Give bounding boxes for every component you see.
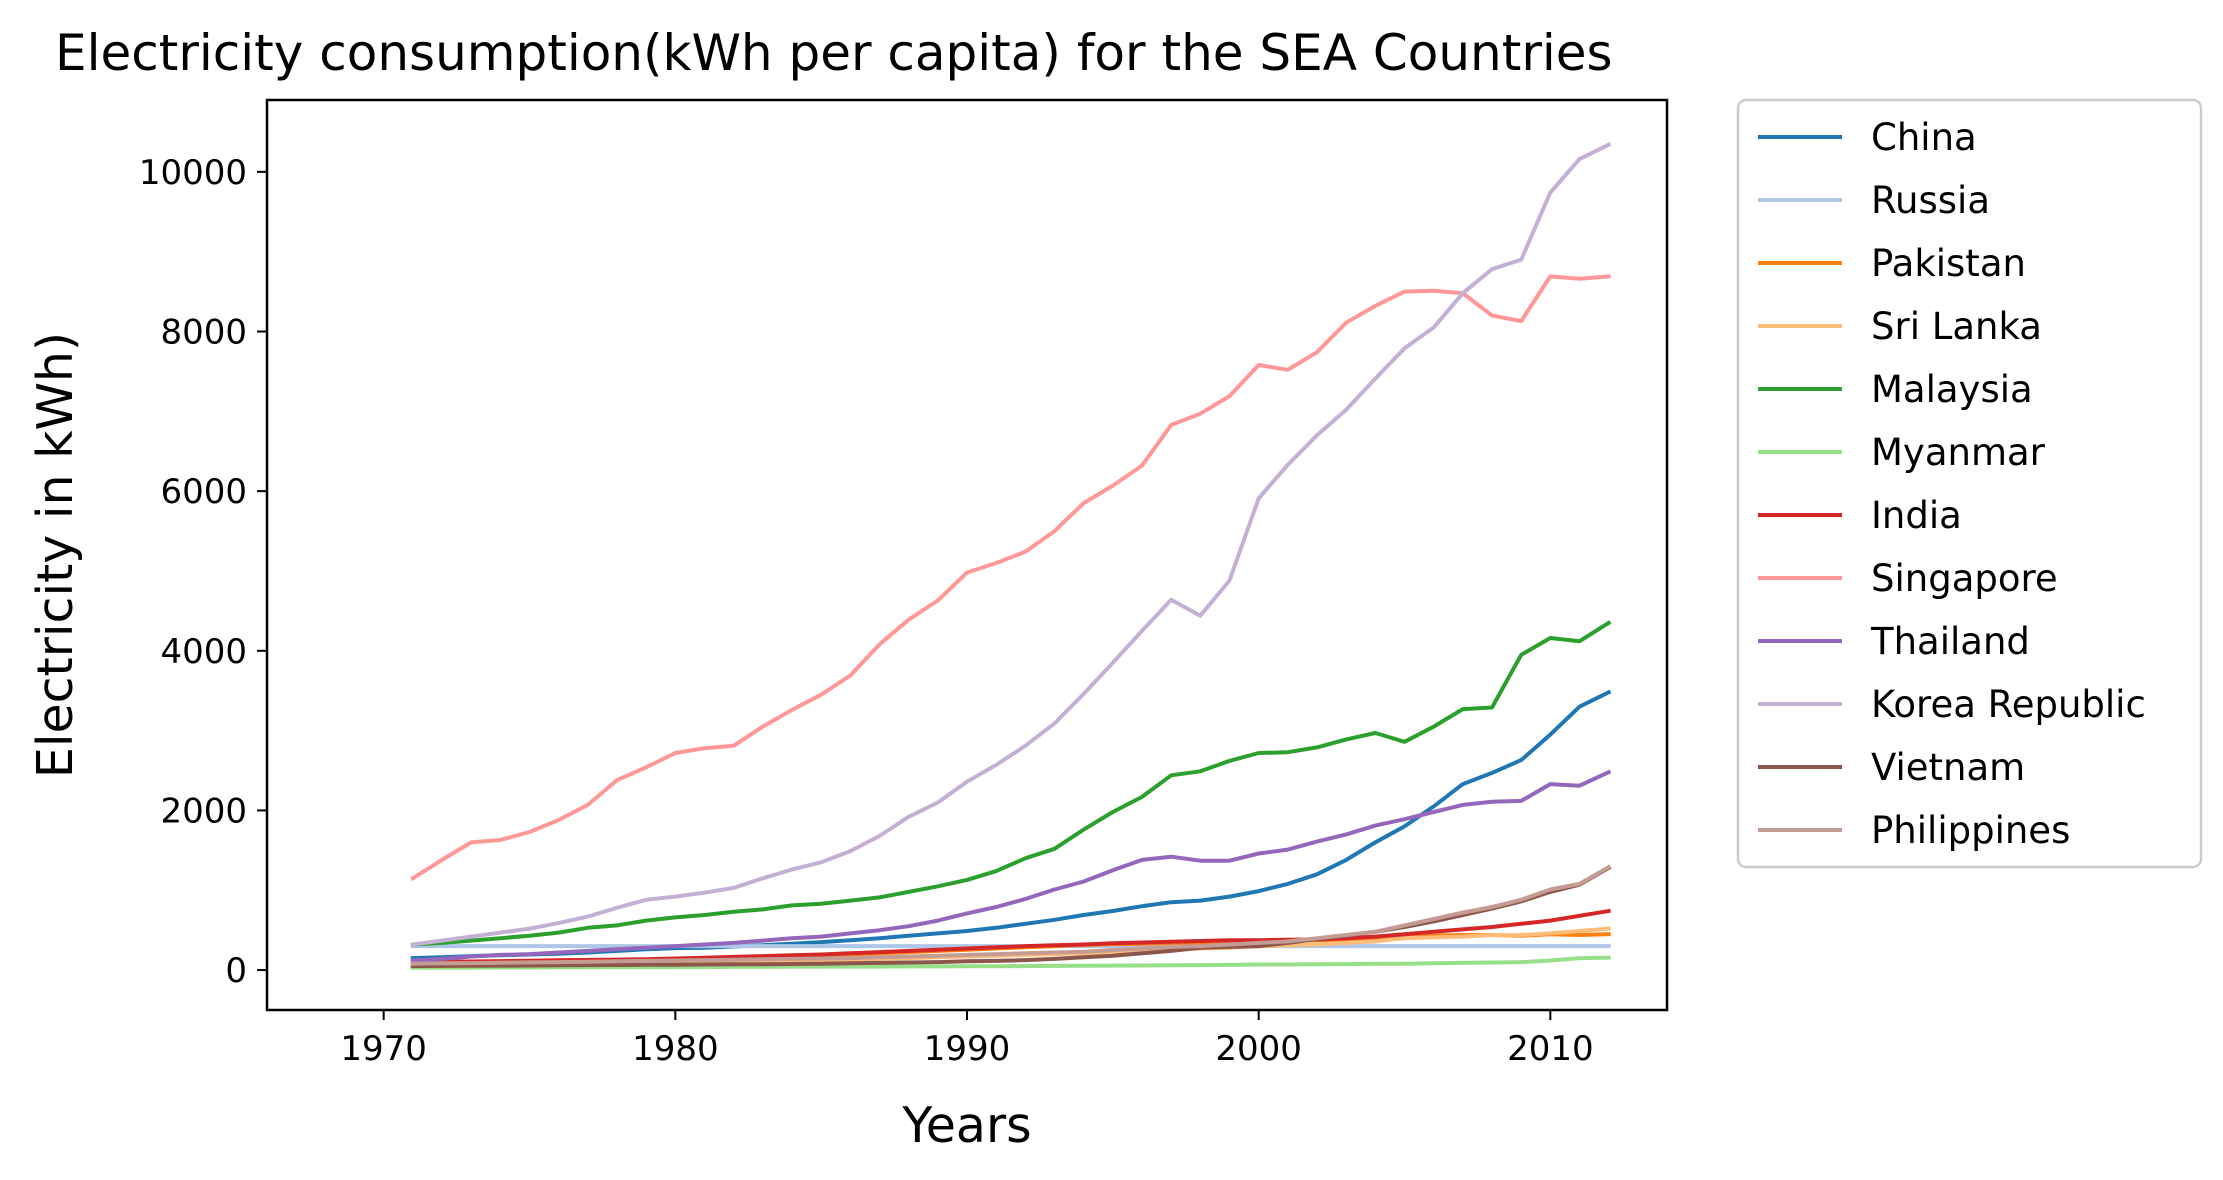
y-tick-label: 4000 [160, 632, 247, 672]
y-tick-label: 2000 [160, 791, 247, 831]
series-line-malaysia [410, 620, 1612, 947]
legend-label: Sri Lanka [1871, 305, 2042, 348]
legend-label: India [1871, 494, 1962, 537]
legend-label: Russia [1871, 179, 1990, 222]
x-tick-label: 1990 [924, 1029, 1011, 1069]
plot-frame [265, 98, 1669, 1012]
y-tick-label: 0 [225, 951, 247, 991]
y-tick-label: 10000 [139, 153, 247, 193]
x-tick-label: 2010 [1507, 1029, 1594, 1069]
y-tick-label: 8000 [160, 312, 247, 352]
legend-label: China [1871, 116, 1977, 159]
legend-label: Korea Republic [1871, 683, 2146, 726]
legend-label: Singapore [1871, 557, 2058, 600]
x-axis-ticks: 1970 1980 1990 2000 2010 [340, 1010, 1594, 1069]
series-line-thailand [410, 769, 1612, 963]
series-line-myanmar [410, 955, 1611, 970]
x-axis-label: Years [901, 1097, 1031, 1154]
series-lines [410, 142, 1612, 970]
y-axis-ticks: 0 2000 4000 6000 8000 10000 [139, 153, 267, 991]
legend-label: Malaysia [1871, 368, 2033, 411]
legend-label: Myanmar [1871, 431, 2046, 474]
x-tick-label: 2000 [1215, 1029, 1302, 1069]
legend-label: Thailand [1870, 620, 2030, 663]
series-line-singapore [410, 274, 1611, 882]
y-tick-label: 6000 [160, 472, 247, 512]
series-line-korea-republic [410, 142, 1612, 947]
x-tick-label: 1970 [340, 1029, 427, 1069]
x-tick-label: 1980 [632, 1029, 719, 1069]
legend-label: Vietnam [1871, 746, 2025, 789]
legend: China Russia Pakistan Sri Lanka Malaysia Myan… [1736, 98, 2203, 869]
series-line-philippines [410, 864, 1612, 966]
legend-label: Philippines [1871, 809, 2070, 852]
legend-label: Pakistan [1871, 242, 2026, 285]
chart-title: Electricity consumption(kWh per capita) … [55, 24, 1613, 82]
legend-frame [1736, 98, 2203, 869]
y-axis-label: Electricity in kWh) [27, 332, 84, 778]
